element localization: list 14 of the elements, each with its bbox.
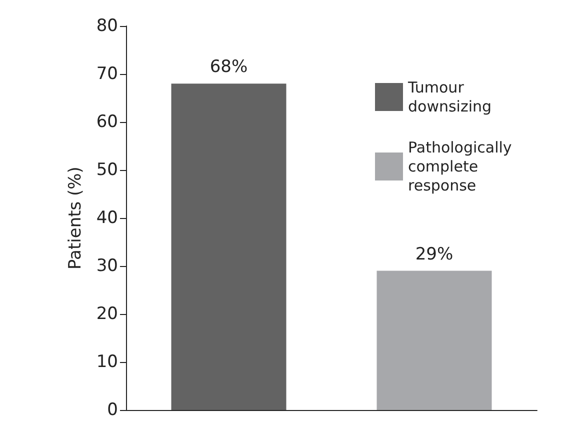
legend-label: Pathologically complete response <box>408 138 517 194</box>
y-tick-label: 30 <box>96 256 118 276</box>
y-tick-label: 80 <box>96 16 118 36</box>
y-tick-label: 50 <box>96 160 118 180</box>
y-axis-title: Patients (%) <box>66 166 86 270</box>
y-tick-label: 60 <box>96 112 118 132</box>
y-tick-label: 20 <box>96 304 118 324</box>
data-label: 68% <box>210 57 248 78</box>
legend-label: Tumour downsizing <box>407 78 492 116</box>
y-tick-label: 40 <box>96 208 118 228</box>
y-tick-label: 0 <box>107 400 118 420</box>
y-tick-label: 70 <box>96 64 118 84</box>
y-tick-label: 10 <box>96 352 118 372</box>
data-label: 29% <box>415 244 454 264</box>
